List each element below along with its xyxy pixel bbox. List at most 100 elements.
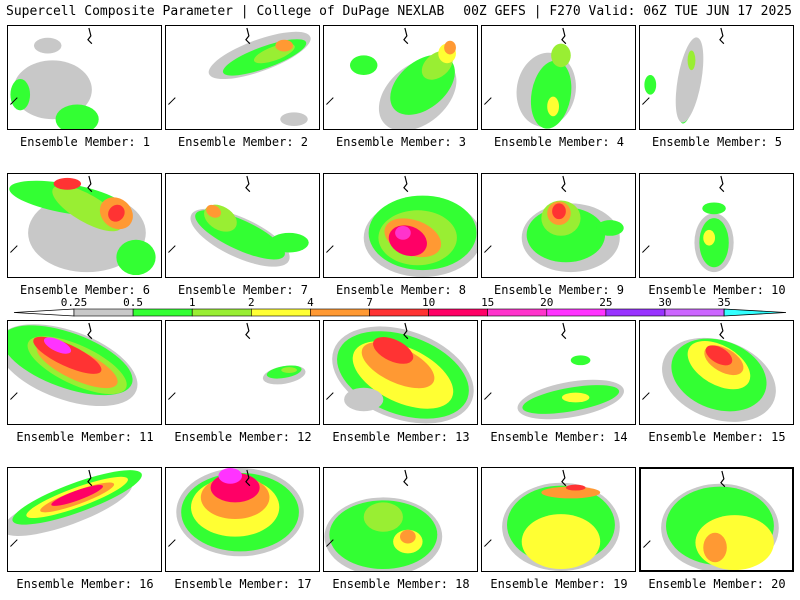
scp-field-map [642,175,734,273]
coastline [168,97,176,105]
coastline [326,539,334,547]
scp-field-map [168,322,306,400]
coastline [484,392,492,400]
scp-contour [33,37,62,54]
colorbar-tick-label: 4 [307,296,314,309]
coastline [326,392,334,400]
scp-contour [55,104,99,129]
ensemble-member-label: Ensemble Member: 13 [332,430,470,444]
scp-contour [541,486,601,499]
scp-contour [349,55,378,76]
coastline [403,27,409,45]
scp-contour [395,225,411,240]
ensemble-member-map-1 [7,25,162,130]
coastline [719,322,725,340]
coastline [403,175,409,193]
scp-contour [552,203,566,220]
ensemble-member-label: Ensemble Member: 12 [174,430,312,444]
scp-contour [43,337,72,354]
coastline [642,392,650,400]
colorbar-segment [428,308,489,317]
colorbar-segment [546,308,607,317]
ensemble-member-label: Ensemble Member: 3 [335,135,467,149]
coastline [245,27,251,45]
coastline [642,245,650,253]
scp-contour [218,468,243,484]
scp-contour [363,502,403,532]
color-scale-legend: 0.25 0.5 1 2 4 7 10 15 20 25 30 35 [13,296,787,317]
ensemble-member-map-17 [165,467,320,572]
ensemble-member-label: Ensemble Member: 18 [332,577,470,591]
coastline [643,540,651,548]
ensemble-member-label: Ensemble Member: 2 [177,135,309,149]
coastline [245,175,251,193]
ensemble-member-label: Ensemble Member: 1 [19,135,151,149]
colorbar-segment [73,308,134,317]
ensemble-member-label: Ensemble Member: 15 [648,430,786,444]
scp-field-map [484,27,576,129]
scp-field-map [168,468,304,557]
ensemble-member-map-10 [639,173,794,278]
ensemble-member-map-3 [323,25,478,130]
colorbar-over-arrow [723,308,787,317]
scp-contour [565,484,586,491]
coastline [642,97,650,105]
scp-contour [400,529,416,544]
colorbar-tick-label: 1 [189,296,196,309]
coastline [10,97,18,105]
ensemble-member-label: Ensemble Member: 20 [648,577,786,591]
scp-contour [703,229,716,246]
colorbar-tick-label: 20 [540,296,553,309]
ensemble-member-map-19 [481,467,636,572]
scp-contour [10,78,31,111]
coastline [10,539,18,547]
colorbar-segment [191,308,252,317]
colorbar-segment [369,308,429,317]
colorbar-segment [310,308,370,317]
ensemble-member-map-13 [323,320,478,425]
scp-field-map [484,469,620,571]
colorbar-tick-label: 25 [599,296,612,309]
ensemble-member-label: Ensemble Member: 6 [19,283,151,297]
colorbar-segment [132,308,193,317]
ensemble-member-label: Ensemble Member: 14 [490,430,628,444]
coastline [326,97,334,105]
coastline [168,392,176,400]
ensemble-member-label: Ensemble Member: 16 [16,577,154,591]
run-valid-time: 00Z GEFS | F270 Valid: 06Z TUE JUN 17 20… [463,4,792,19]
scp-field-map [326,27,457,129]
ensemble-member-map-20 [639,467,794,572]
colorbar-tick-label: 0.5 [123,296,143,309]
colorbar-segment [605,308,666,317]
colorbar-segment [664,308,725,317]
scp-contour [702,202,726,215]
ensemble-member-label: Ensemble Member: 17 [174,577,312,591]
scp-contour [53,177,82,190]
scp-contour [644,75,657,95]
scp-contour [373,337,414,364]
scp-field-map [326,322,474,424]
scp-contour [269,232,309,253]
coastline [168,539,176,547]
ensemble-member-label: Ensemble Member: 7 [177,283,309,297]
scp-contour [699,218,729,268]
ensemble-member-label: Ensemble Member: 4 [493,135,625,149]
coastline [561,175,567,193]
scp-contour [13,60,92,120]
scp-field-map [8,322,138,407]
coastline [87,27,93,45]
scp-contour [570,355,591,366]
scp-contour [51,485,104,506]
ensemble-member-map-11 [7,320,162,425]
colorbar-segment [251,308,311,317]
colorbar-tick-label: 2 [248,296,255,309]
ensemble-member-map-2 [165,25,320,130]
colorbar-tick-label: 7 [366,296,373,309]
ensemble-member-map-16 [7,467,162,572]
scp-contour [547,96,559,117]
scp-field-map [9,175,156,276]
scp-contour [530,60,572,129]
coastline [403,322,409,340]
scp-contour [521,514,601,570]
coastline [87,469,93,487]
